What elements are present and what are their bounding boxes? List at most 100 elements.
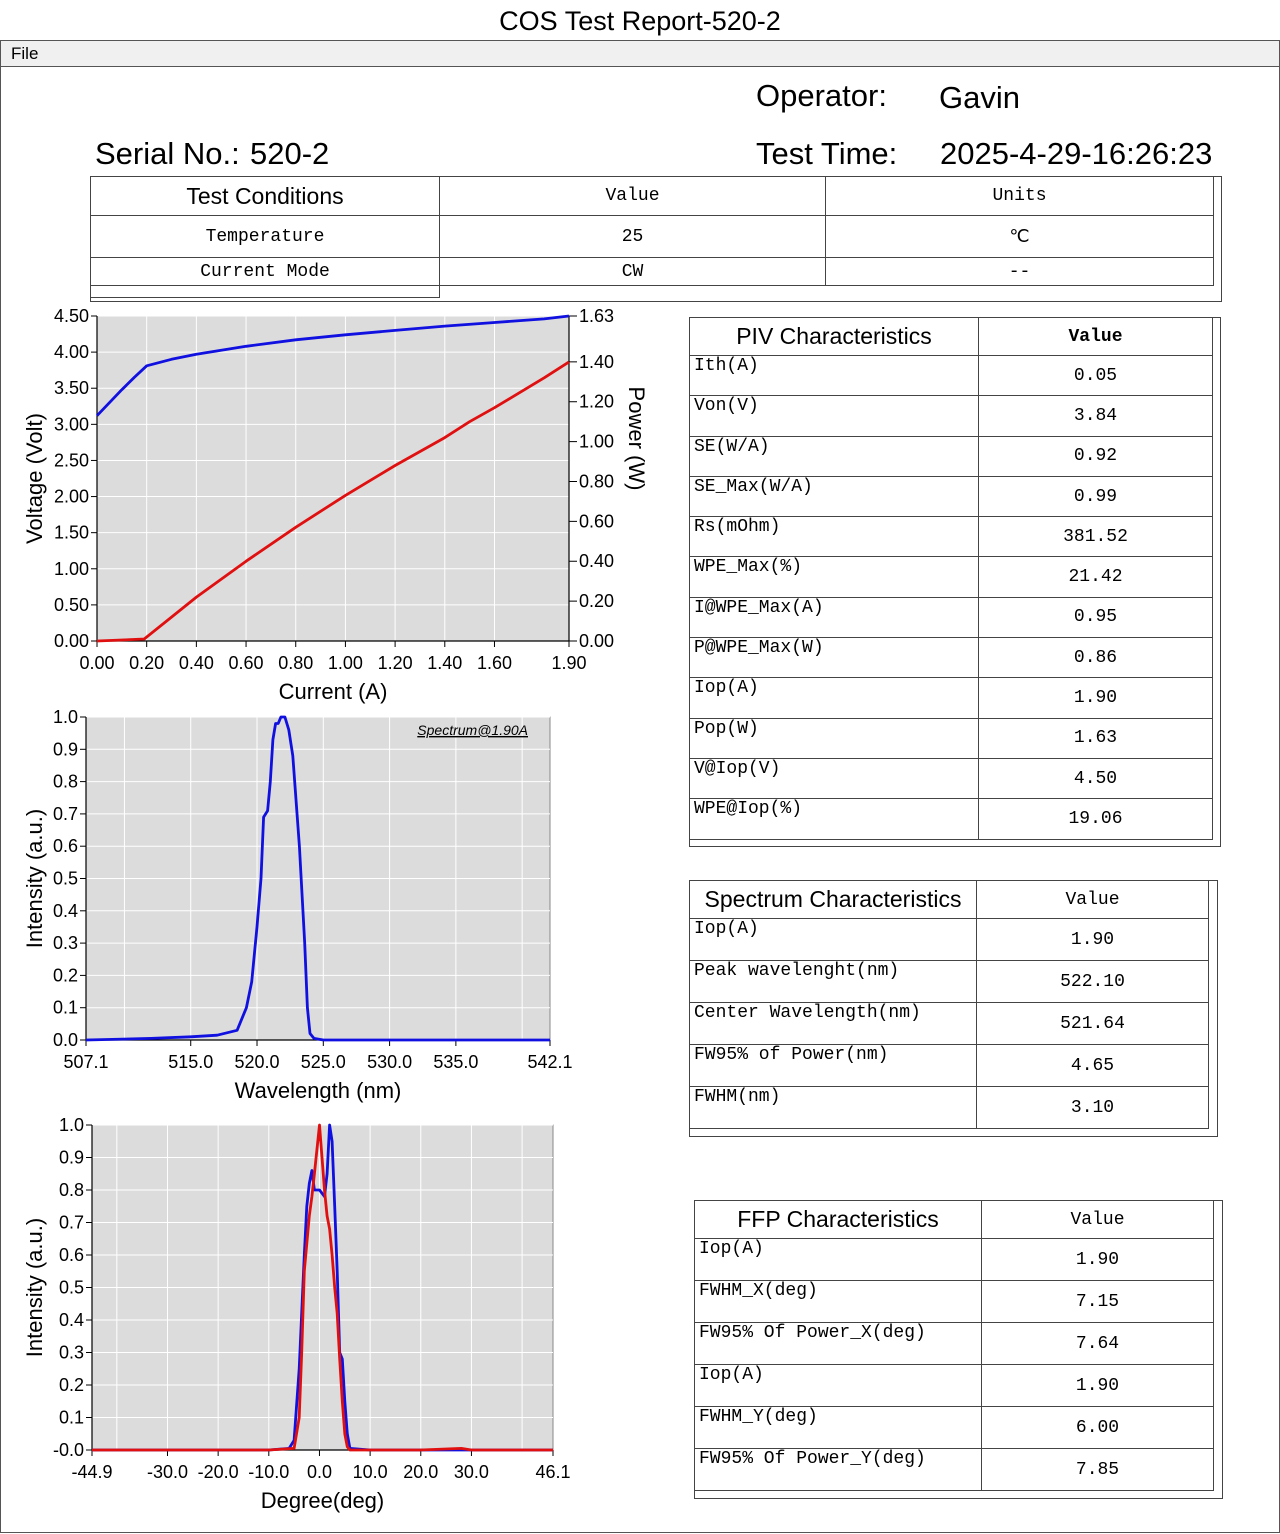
y-tick-label: 1.0: [59, 1115, 84, 1135]
x-tick-label: 507.1: [63, 1052, 108, 1072]
y-tick-label: 0.6: [59, 1245, 84, 1265]
series-line-2: [96, 360, 570, 643]
x-tick-label: 0.20: [129, 653, 164, 673]
operator-label: Operator:: [756, 78, 887, 113]
x-tick-label: 525.0: [301, 1052, 346, 1072]
piv-row-label: SE_Max(W/A): [689, 475, 979, 518]
y-tick-label: 0.8: [59, 1180, 84, 1200]
y-tick-label: 0.3: [53, 933, 78, 953]
operator-value: Gavin: [939, 80, 1020, 115]
piv-row-label: P@WPE_Max(W): [689, 637, 979, 679]
x-tick-label: 46.1: [535, 1462, 570, 1482]
conditions-header-value: Value: [439, 176, 826, 216]
y2-tick-label: 1.63: [579, 306, 614, 326]
piv-row-label: Rs(mOhm): [689, 516, 979, 558]
file-menu[interactable]: File: [11, 44, 39, 63]
y-tick-label: 0.50: [54, 595, 89, 615]
ffp-row-label: FWHM_Y(deg): [694, 1406, 982, 1449]
x-axis-label: Wavelength (nm): [235, 1078, 402, 1103]
x-tick-label: 1.20: [378, 653, 413, 673]
y-axis-label: Intensity (a.u.): [22, 1218, 47, 1357]
ffp-row-label: Iop(A): [694, 1364, 982, 1407]
piv-row-value: 1.90: [978, 677, 1213, 719]
piv-row-value: 4.50: [978, 757, 1213, 800]
test-time-value: 2025-4-29-16:26:23: [940, 136, 1213, 171]
x-tick-label: 0.40: [179, 653, 214, 673]
x-tick-label: -20.0: [198, 1462, 239, 1482]
piv-header-value: Value: [978, 317, 1213, 356]
table-row: FW95% Of Power_X(deg) 7.64: [694, 1322, 1214, 1365]
spectrum-header-title: Spectrum Characteristics: [689, 880, 977, 919]
table-row: P@WPE_Max(W) 0.86: [689, 637, 1213, 679]
piv-row-label: SE(W/A): [689, 435, 979, 477]
x-tick-label: -10.0: [248, 1462, 289, 1482]
conditions-row-label: Temperature: [90, 215, 440, 258]
conditions-header-units: Units: [825, 176, 1214, 216]
ffp-header-title: FFP Characteristics: [694, 1200, 982, 1239]
y-axis-label: Voltage (Volt): [22, 413, 47, 544]
table-row: Iop(A) 1.90: [689, 918, 1209, 961]
spectrum-table: Spectrum Characteristics Value Iop(A) 1.90 P…: [689, 880, 1209, 1129]
serial-value: 520-2: [250, 136, 330, 171]
y-tick-label: 0.3: [59, 1343, 84, 1363]
y-tick-label: 0.4: [53, 901, 78, 921]
piv-row-value: 21.42: [978, 556, 1213, 598]
table-row: Von(V) 3.84: [689, 395, 1213, 437]
y2-tick-label: 0.40: [579, 551, 614, 571]
ffp-row-value: 7.15: [981, 1280, 1214, 1323]
x-tick-label: 0.0: [307, 1462, 332, 1482]
table-row: I@WPE_Max(A) 0.95: [689, 596, 1213, 639]
spectrum-chart: 0.0 0.1 0.2 0.3 0.4 0.5 0.6 0.7 0.8 0.9 1.0 507.1 51…: [22, 707, 573, 1103]
spectrum-row-label: Iop(A): [689, 918, 977, 961]
table-row: Iop(A) 1.90: [694, 1364, 1214, 1407]
ffp-row-value: 7.85: [981, 1448, 1214, 1491]
table-row: FWHM(nm) 3.10: [689, 1086, 1209, 1129]
x-tick-label: -30.0: [147, 1462, 188, 1482]
y2-tick-label: 0.20: [579, 591, 614, 611]
conditions-row-label: Current Mode: [90, 257, 440, 286]
y-tick-label: 1.50: [54, 523, 89, 543]
ffp-row-label: FW95% Of Power_Y(deg): [694, 1448, 982, 1491]
x-tick-label: -44.9: [71, 1462, 112, 1482]
spectrum-row-label: Peak wavelenght(nm): [689, 960, 977, 1003]
ffp-table: FFP Characteristics Value Iop(A) 1.90 FWHM_X…: [694, 1200, 1214, 1491]
spectrum-header-value: Value: [976, 880, 1209, 919]
x-tick-label: 0.80: [278, 653, 313, 673]
y2-tick-label: 0.00: [579, 631, 614, 651]
table-row: SE_Max(W/A) 0.99: [689, 475, 1213, 518]
y-tick-label: 0.2: [53, 965, 78, 985]
plot-area: [96, 315, 570, 642]
y-tick-label: 3.00: [54, 414, 89, 434]
serial-label: Serial No.:: [95, 136, 240, 171]
ffp-chart: -0.0 0.1 0.2 0.3 0.4 0.5 0.6 0.7 0.8 0.9 1.0 -44.9 -…: [22, 1115, 571, 1513]
y-tick-label: 0.5: [59, 1278, 84, 1298]
spectrum-row-value: 3.10: [976, 1086, 1209, 1129]
ffp-header-value: Value: [981, 1200, 1214, 1239]
y-tick-label: 0.1: [53, 998, 78, 1018]
piv-row-value: 0.86: [978, 637, 1213, 679]
ffp-row-label: FWHM_X(deg): [694, 1280, 982, 1323]
x-tick-label: 10.0: [353, 1462, 388, 1482]
y-tick-label: 0.0: [53, 1030, 78, 1050]
piv-row-value: 381.52: [978, 516, 1213, 558]
conditions-row-value: CW: [439, 257, 826, 286]
y-tick-label: 2.50: [54, 450, 89, 470]
spectrum-row-value: 522.10: [976, 960, 1209, 1003]
x-tick-label: 535.0: [433, 1052, 478, 1072]
x-tick-label: 515.0: [168, 1052, 213, 1072]
ffp-row-value: 7.64: [981, 1322, 1214, 1365]
menu-bar: File: [0, 40, 1280, 67]
table-row: Peak wavelenght(nm) 522.10: [689, 960, 1209, 1003]
x-axis-label: Current (A): [279, 679, 388, 704]
conditions-row-unit: ℃: [825, 215, 1214, 258]
piv-row-value: 0.92: [978, 435, 1213, 477]
ffp-row-value: 1.90: [981, 1364, 1214, 1407]
x-axis-label: Degree(deg): [261, 1488, 385, 1513]
y2-tick-label: 0.60: [579, 511, 614, 531]
x-tick-label: 20.0: [403, 1462, 438, 1482]
piv-row-value: 19.06: [978, 798, 1213, 840]
y2-tick-label: 1.40: [579, 352, 614, 372]
conditions-row-unit: --: [825, 257, 1214, 286]
conditions-row-value: 25: [439, 215, 826, 258]
spectrum-row-value: 521.64: [976, 1002, 1209, 1045]
